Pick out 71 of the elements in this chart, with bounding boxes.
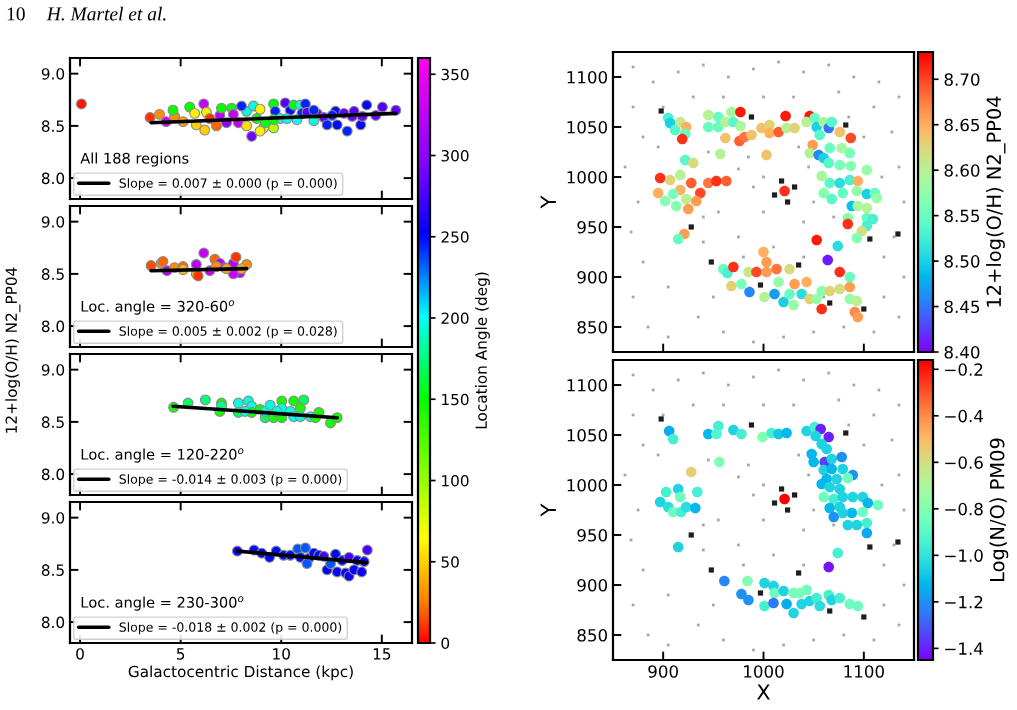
color-bar-title: Log(N/O) PM09 bbox=[989, 438, 1009, 581]
y-tick-label: 1000 bbox=[567, 478, 608, 492]
y-tick-label: 850 bbox=[577, 320, 608, 334]
color-bar-label: −0.6 bbox=[945, 456, 983, 469]
annotation: Loc. angle = 230-300$^{o}$ bbox=[81, 596, 244, 611]
x-axis-title: Galactocentric Distance (kpc) bbox=[128, 665, 353, 681]
y-tick-label: 8.5 bbox=[41, 120, 64, 132]
y-tick-label: 1100 bbox=[567, 378, 608, 392]
color-bar-label: 8.55 bbox=[944, 209, 980, 223]
y-axis-title: Y bbox=[540, 503, 556, 517]
color-bar-label: 8.70 bbox=[944, 73, 980, 86]
y-tick-label: 1050 bbox=[567, 120, 608, 134]
y-tick-label: 9.0 bbox=[41, 216, 65, 228]
color-bar-label: 350 bbox=[441, 68, 469, 81]
color-bar-label: −0.8 bbox=[945, 502, 983, 516]
color-bar-label: 8.40 bbox=[944, 345, 980, 359]
y-tick-label: 1100 bbox=[567, 70, 608, 84]
y-tick-label: 900 bbox=[577, 270, 608, 284]
x-tick-label: 15 bbox=[373, 648, 391, 660]
color-bar-label: −0.4 bbox=[945, 409, 983, 423]
color-bar-label: 200 bbox=[441, 312, 469, 325]
x-tick-label: 0 bbox=[76, 648, 84, 660]
color-bar-label: 100 bbox=[442, 474, 469, 487]
x-tick-label: 1000 bbox=[744, 665, 784, 678]
color-bar-label: 8.65 bbox=[944, 118, 980, 132]
color-bar-label: 0 bbox=[441, 637, 450, 650]
y-tick-label: 8.5 bbox=[41, 564, 64, 576]
legend-label: Slope = -0.014 ± 0.003 (p = 0.000) bbox=[119, 474, 342, 487]
x-tick-label: 900 bbox=[648, 665, 678, 678]
text: H. Martel et al. bbox=[46, 6, 166, 21]
y-tick-label: 1000 bbox=[567, 170, 608, 184]
text: 10 bbox=[7, 7, 25, 21]
y-tick-label: 9.0 bbox=[41, 68, 65, 80]
y-tick-label: 8.0 bbox=[41, 172, 65, 185]
y-tick-label: 8.0 bbox=[41, 320, 65, 333]
legend-label: Slope = -0.018 ± 0.002 (p = 0.000) bbox=[119, 622, 342, 635]
color-bar-label: 8.50 bbox=[944, 255, 980, 268]
y-axis-title: Y bbox=[540, 195, 556, 209]
color-bar-label: −1.2 bbox=[945, 595, 983, 609]
y-tick-label: 900 bbox=[577, 578, 608, 592]
x-tick-label: 1100 bbox=[844, 665, 884, 678]
color-bar-title: Location Angle (deg) bbox=[475, 272, 490, 429]
annotation: Loc. angle = 320-60$^{o}$ bbox=[81, 300, 235, 315]
y-tick-label: 1050 bbox=[567, 428, 608, 442]
y-tick-label: 950 bbox=[577, 528, 608, 542]
y-tick-label: 8.5 bbox=[41, 416, 64, 428]
x-axis-title: X bbox=[756, 684, 770, 700]
color-bar-label: 300 bbox=[441, 149, 469, 162]
color-bar-label: −1.0 bbox=[945, 549, 983, 562]
y-tick-label: 9.0 bbox=[41, 364, 65, 376]
y-tick-label: 850 bbox=[577, 628, 608, 642]
y-tick-label: 8.0 bbox=[41, 616, 65, 629]
x-tick-label: 5 bbox=[176, 648, 185, 660]
legend-label: Slope = 0.007 ± 0.000 (p = 0.000) bbox=[119, 178, 337, 191]
x-tick-label: 10 bbox=[273, 648, 290, 660]
color-bar-label: 150 bbox=[442, 393, 469, 406]
color-bar-label: −1.4 bbox=[945, 642, 983, 655]
legend-label: Slope = 0.005 ± 0.002 (p = 0.028) bbox=[119, 326, 337, 339]
color-bar-label: 250 bbox=[441, 231, 469, 243]
y-tick-label: 8.0 bbox=[41, 468, 65, 481]
color-bar-label: 50 bbox=[441, 556, 459, 568]
color-bar-title: 12+log(O/H) N2_PP04 bbox=[986, 96, 1006, 307]
color-bar-label: 8.60 bbox=[944, 164, 980, 177]
y-tick-label: 8.5 bbox=[41, 268, 64, 280]
y-tick-label: 950 bbox=[577, 220, 608, 234]
annotation: All 188 regions bbox=[80, 152, 189, 167]
color-bar-label: −0.2 bbox=[945, 363, 983, 376]
y-tick-label: 9.0 bbox=[41, 512, 65, 524]
y-axis-title: 12+log(O/H) N2_PP04 bbox=[5, 267, 21, 433]
color-bar-label: 8.45 bbox=[944, 300, 980, 314]
annotation: Loc. angle = 120-220$^{o}$ bbox=[81, 448, 244, 463]
